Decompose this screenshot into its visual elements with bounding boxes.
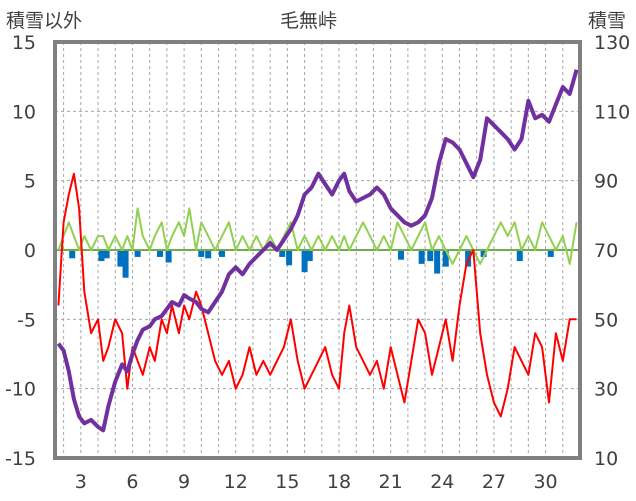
- precipitation-bars: [69, 250, 554, 278]
- precipitation-bar: [117, 250, 124, 267]
- left-tick-label: -10: [5, 379, 36, 401]
- left-tick-label: 5: [24, 171, 36, 193]
- precipitation-bar: [98, 250, 105, 262]
- plot-frame: [53, 40, 582, 460]
- precipitation-bar: [301, 250, 308, 273]
- precipitation-bar: [306, 250, 313, 262]
- right-tick-label: 30: [594, 379, 618, 401]
- left-tick-label: 15: [12, 32, 36, 54]
- precipitation-bar: [69, 250, 76, 259]
- right-axis-title: 積雪: [588, 10, 627, 32]
- left-axis-title: 積雪以外: [6, 10, 83, 32]
- precipitation-bar: [397, 250, 404, 260]
- series-snow-depth: [56, 69, 579, 433]
- x-tick-label: 3: [75, 471, 87, 493]
- precipitation-bar: [480, 250, 487, 257]
- precipitation-bar: [427, 250, 434, 262]
- right-tick-label: 90: [594, 171, 618, 193]
- precipitation-bar: [157, 250, 163, 257]
- precipitation-bar: [418, 250, 425, 264]
- right-tick-label: 10: [594, 448, 618, 470]
- left-tick-label: -15: [5, 448, 36, 470]
- right-tick-label: 70: [594, 240, 618, 262]
- precipitation-bar: [103, 250, 110, 259]
- precipitation-bar: [198, 250, 205, 257]
- precipitation-bar: [516, 250, 523, 262]
- left-tick-label: 0: [24, 240, 36, 262]
- right-tick-label: 50: [594, 309, 618, 331]
- precipitation-bar: [286, 250, 293, 266]
- series-wind: [57, 207, 578, 265]
- precipitation-bar: [442, 250, 449, 267]
- precipitation-bar: [205, 250, 212, 259]
- x-tick-label: 30: [533, 471, 557, 493]
- precipitation-bar: [122, 250, 129, 278]
- x-tick-label: 6: [126, 471, 138, 493]
- left-tick-label: -5: [17, 309, 36, 331]
- x-tick-label: 27: [482, 471, 506, 493]
- right-tick-label: 110: [594, 101, 630, 123]
- right-tick-label: 130: [594, 32, 630, 54]
- x-tick-label: 15: [275, 471, 299, 493]
- series-lines: [55, 69, 580, 433]
- x-tick-label: 18: [327, 471, 351, 493]
- x-tick-label: 12: [224, 471, 248, 493]
- x-tick-label: 24: [430, 471, 454, 493]
- precipitation-bar: [279, 250, 286, 257]
- x-tick-label: 21: [379, 471, 403, 493]
- chart-title: 毛無峠: [280, 10, 338, 32]
- series-temperature: [57, 172, 577, 418]
- precipitation-bar: [547, 250, 554, 257]
- precipitation-bar: [434, 250, 441, 274]
- precipitation-bar: [165, 250, 172, 263]
- precipitation-bar: [134, 250, 141, 257]
- x-tick-label: 9: [178, 471, 190, 493]
- left-tick-label: 10: [12, 101, 36, 123]
- precipitation-bar: [218, 250, 225, 257]
